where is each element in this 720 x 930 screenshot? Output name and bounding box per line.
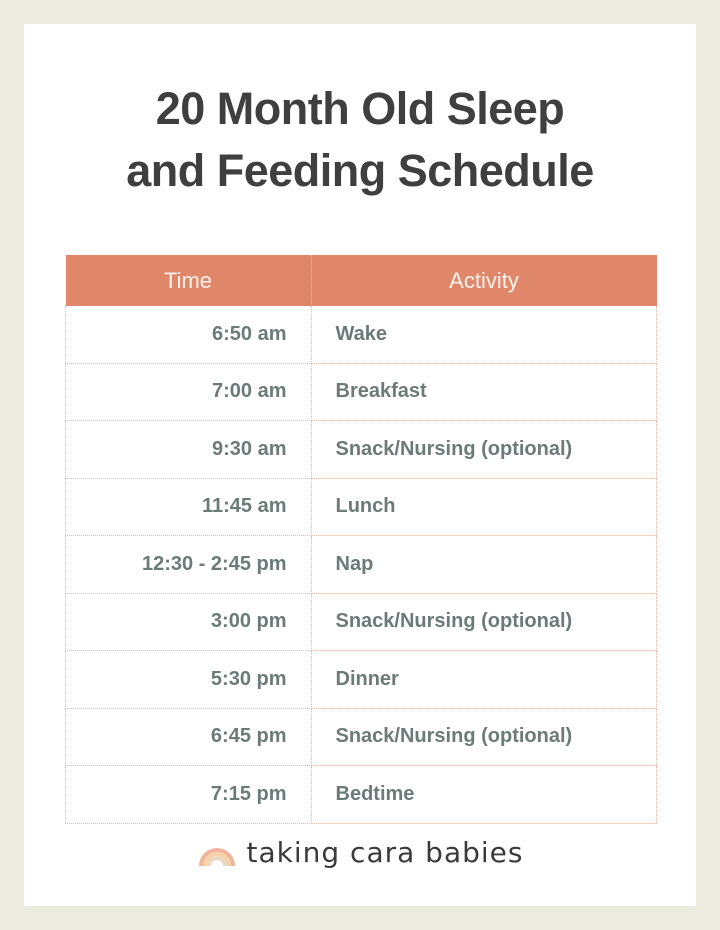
rainbow-icon (198, 847, 235, 866)
activity-cell: Snack/Nursing (optional) (311, 708, 657, 766)
table-header: Time Activity (65, 255, 657, 306)
page-title: 20 Month Old Sleep and Feeding Schedule (0, 78, 720, 202)
time-cell: 6:45 pm (65, 708, 312, 766)
table-row: 3:00 pm Snack/Nursing (optional) (65, 593, 657, 651)
time-cell: 12:30 - 2:45 pm (65, 535, 312, 594)
activity-cell: Snack/Nursing (optional) (311, 420, 657, 479)
time-cell: 7:15 pm (65, 765, 312, 824)
table-row: 9:30 am Snack/Nursing (optional) (65, 420, 657, 479)
table-row: 5:30 pm Dinner (65, 650, 657, 709)
activity-column-header: Activity (311, 255, 657, 306)
table-row: 11:45 am Lunch (65, 478, 657, 536)
time-cell: 3:00 pm (65, 593, 312, 651)
time-cell: 9:30 am (65, 420, 312, 479)
table-row: 7:00 am Breakfast (65, 363, 657, 421)
time-cell: 5:30 pm (65, 650, 312, 709)
title-line-2: and Feeding Schedule (126, 145, 594, 196)
activity-cell: Bedtime (311, 765, 657, 824)
time-cell: 7:00 am (65, 363, 312, 421)
activity-cell: Breakfast (311, 363, 657, 421)
activity-cell: Lunch (311, 478, 657, 536)
activity-cell: Snack/Nursing (optional) (311, 593, 657, 651)
activity-cell: Nap (311, 535, 657, 594)
time-column-header: Time (65, 255, 312, 306)
table-row: 7:15 pm Bedtime (65, 765, 657, 824)
time-cell: 6:50 am (65, 306, 312, 364)
time-cell: 11:45 am (65, 478, 312, 536)
activity-cell: Wake (311, 306, 657, 364)
activity-cell: Dinner (311, 650, 657, 709)
schedule-table: Time Activity 6:50 am Wake 7:00 am Breakfas… (65, 255, 657, 824)
table-row: 6:45 pm Snack/Nursing (optional) (65, 708, 657, 766)
table-row: 6:50 am Wake (65, 306, 657, 364)
title-line-1: 20 Month Old Sleep (155, 83, 565, 134)
table-row: 12:30 - 2:45 pm Nap (65, 535, 657, 594)
brand-name: taking cara babies (246, 836, 524, 869)
brand-logo: taking cara babies (0, 836, 720, 869)
